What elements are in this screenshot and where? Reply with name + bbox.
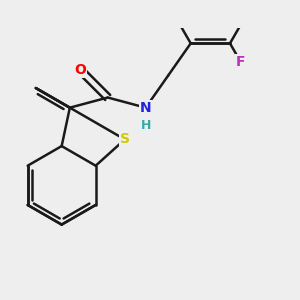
Text: H: H (140, 119, 151, 132)
Text: S: S (120, 132, 130, 146)
Text: O: O (74, 63, 86, 77)
Text: N: N (140, 101, 152, 115)
Text: F: F (236, 55, 245, 69)
